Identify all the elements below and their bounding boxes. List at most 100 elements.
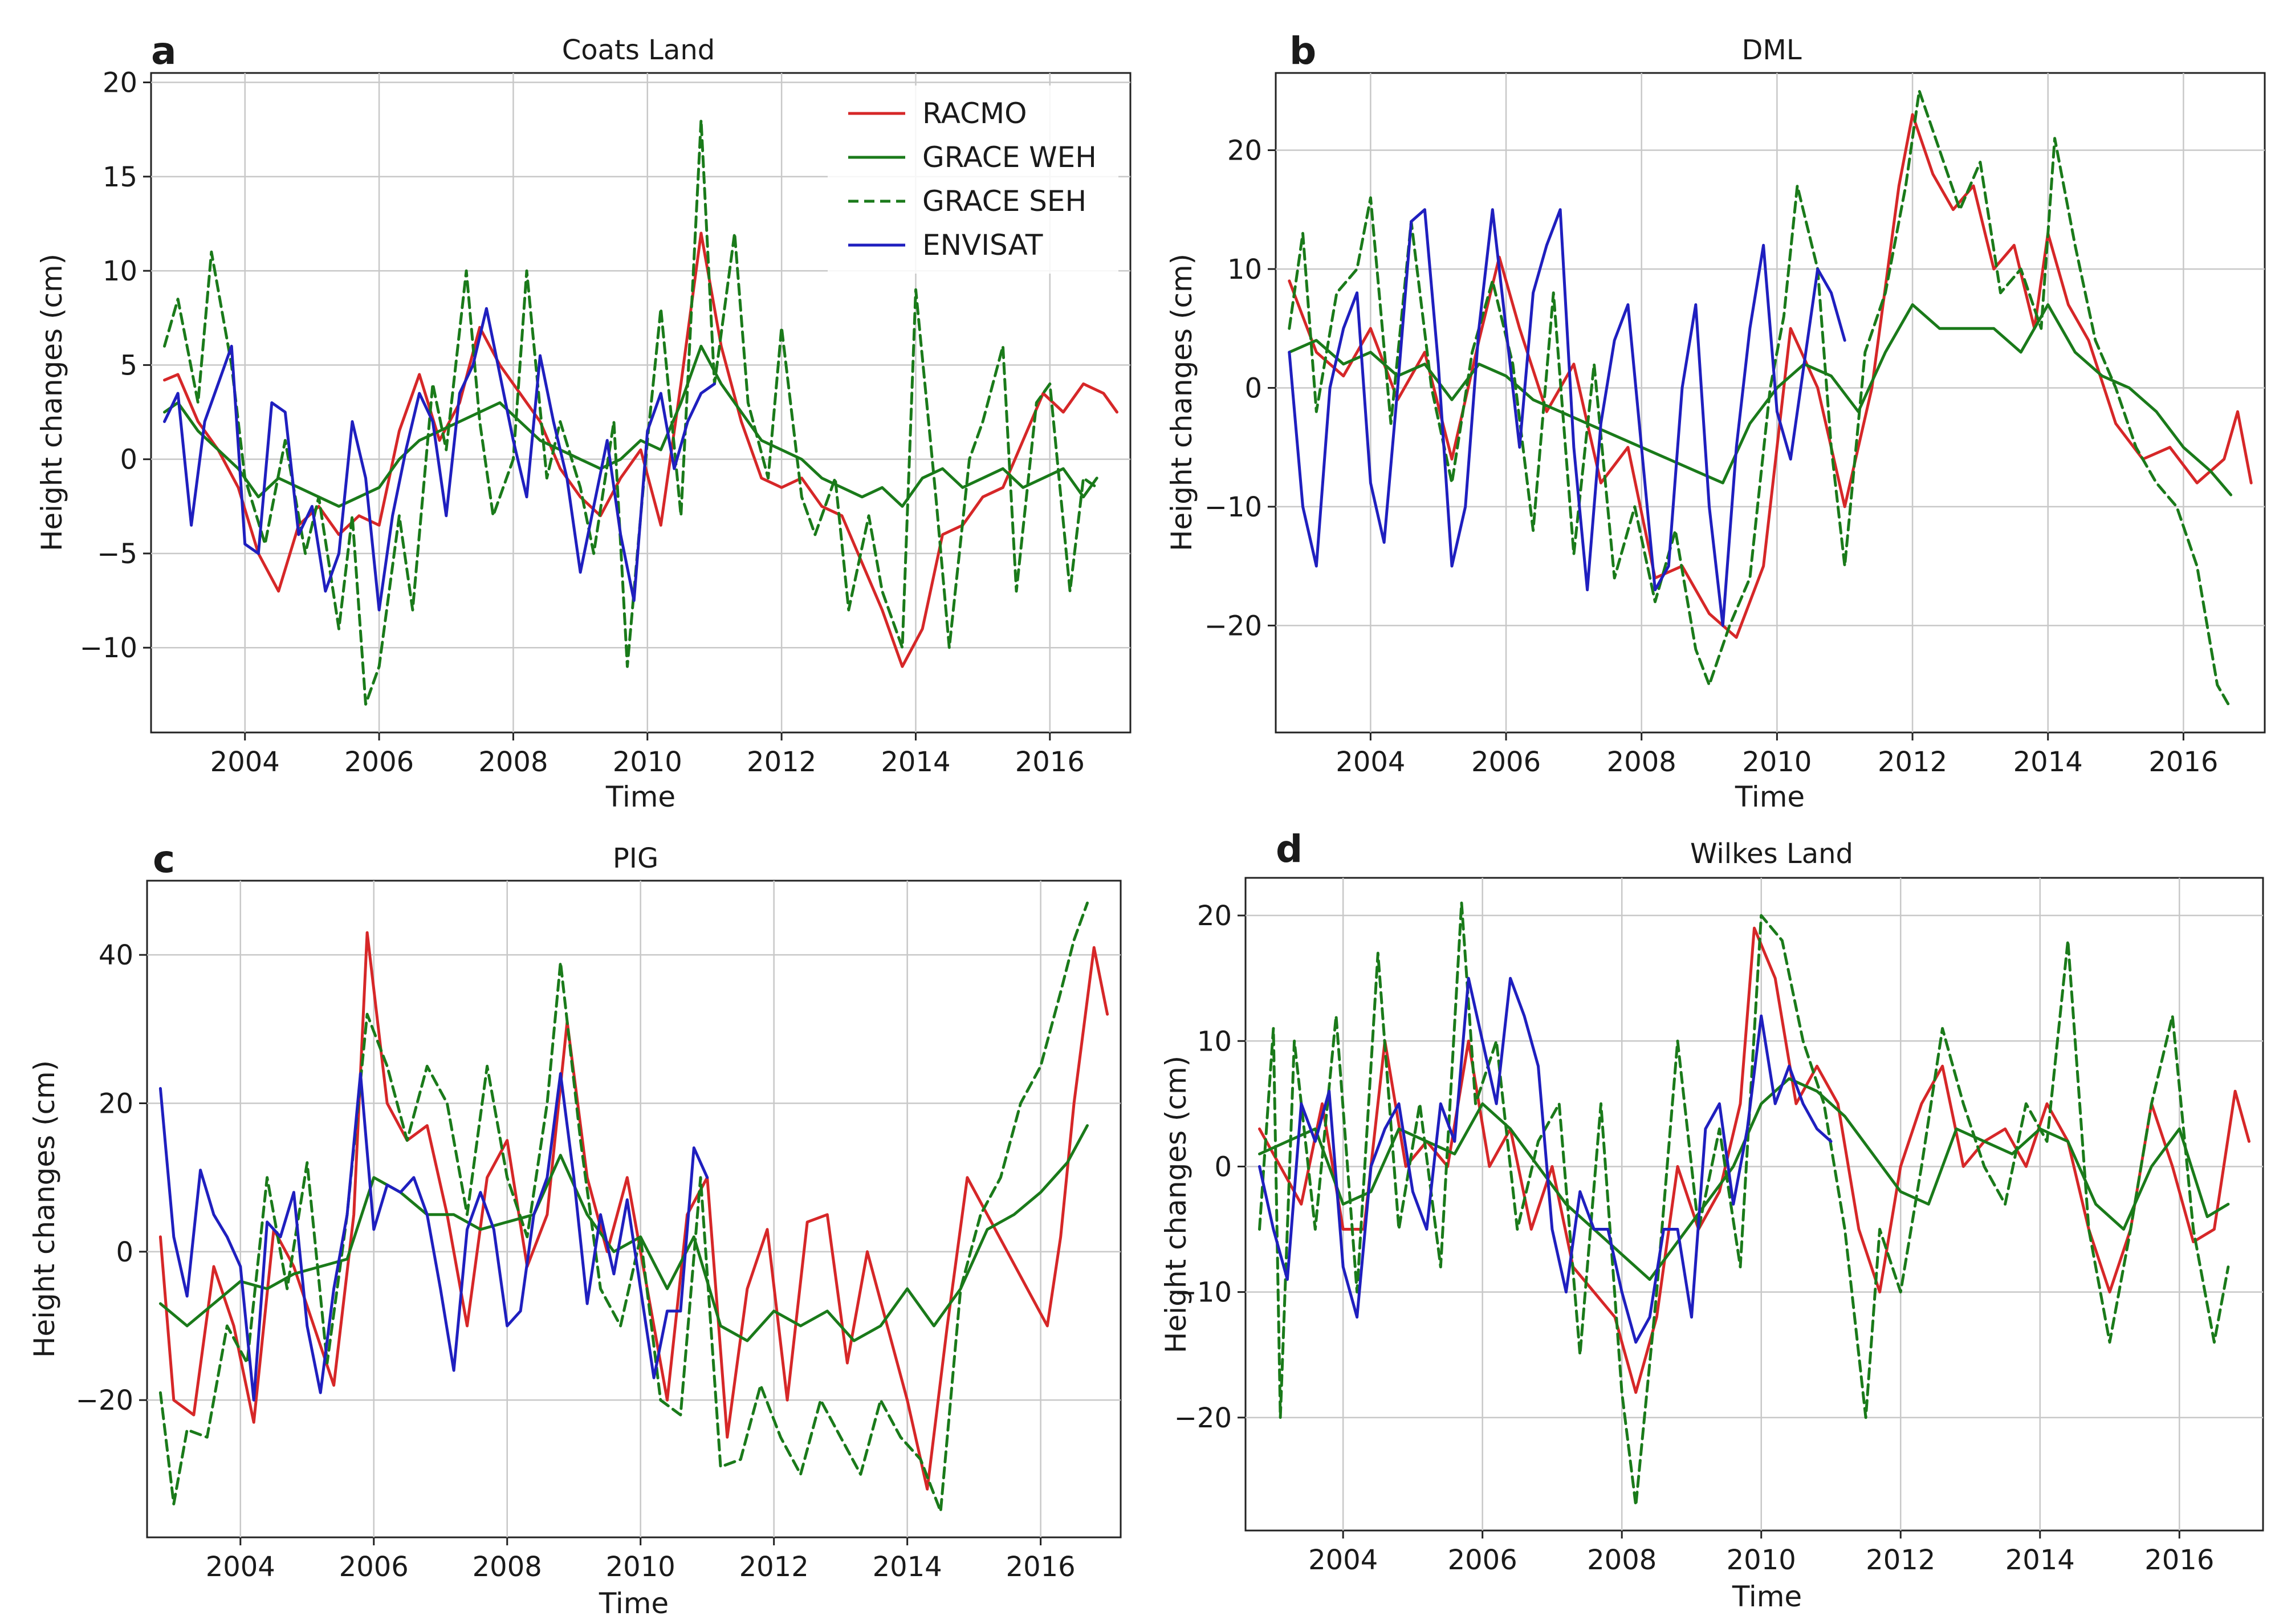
y-tick-label: 10 bbox=[1227, 254, 1262, 286]
series-grace-weh bbox=[1288, 303, 2233, 496]
y-tick-label: 20 bbox=[103, 67, 137, 99]
series-lines bbox=[1258, 901, 2250, 1507]
x-tick-label: 2010 bbox=[1727, 1544, 1796, 1576]
y-axis-label: Height changes (cm) bbox=[35, 254, 68, 551]
x-tick-label: 2014 bbox=[881, 746, 950, 778]
legend-label-envisat: ENVISAT bbox=[922, 229, 1043, 262]
x-tick-label: 2014 bbox=[2013, 746, 2083, 778]
legend-label-grace-weh: GRACE WEH bbox=[922, 141, 1097, 174]
panel-a-coats-land: a Coats Land Time Height changes (cm) 20… bbox=[35, 29, 1132, 813]
series-grace-seh bbox=[158, 901, 1089, 1513]
panel-letter-b: b bbox=[1289, 29, 1316, 73]
x-tick-label: 2010 bbox=[606, 1551, 675, 1583]
x-axis-label: Time bbox=[1735, 780, 1805, 813]
series-grace-seh bbox=[1258, 901, 2230, 1507]
y-axis-label: Height changes (cm) bbox=[1165, 254, 1198, 551]
plot-frame bbox=[146, 880, 1122, 1538]
x-tick-label: 2014 bbox=[2005, 1544, 2075, 1576]
y-tick-label: −10 bbox=[1174, 1277, 1232, 1309]
series-grace-weh bbox=[158, 1124, 1089, 1342]
panel-title: DML bbox=[1741, 34, 1801, 66]
series-lines bbox=[158, 901, 1109, 1513]
x-tick-label: 2008 bbox=[478, 746, 548, 778]
legend-label-racmo: RACMO bbox=[922, 97, 1027, 130]
panel-title: Wilkes Land bbox=[1690, 838, 1853, 870]
series-grace-weh bbox=[163, 344, 1098, 508]
ticks: 2004 2006 2008 2010 2012 2014 2016 −20 −10 0 10 20 bbox=[1174, 900, 2215, 1576]
ticks: 2004 2006 2008 2010 2012 2014 2016 −20 0 20 40 bbox=[76, 939, 1076, 1583]
plot-frame bbox=[1244, 877, 2264, 1532]
y-tick-label: 5 bbox=[120, 349, 137, 381]
y-tick-label: 0 bbox=[120, 444, 137, 476]
x-tick-label: 2006 bbox=[344, 746, 414, 778]
x-tick-label: 2006 bbox=[1471, 746, 1541, 778]
x-tick-label: 2016 bbox=[1015, 746, 1085, 778]
y-axis-label: Height changes (cm) bbox=[1159, 1056, 1193, 1353]
y-tick-label: −10 bbox=[1204, 491, 1262, 523]
y-tick-label: −20 bbox=[1174, 1402, 1232, 1434]
plot-frame bbox=[1275, 72, 2266, 734]
x-tick-label: 2004 bbox=[206, 1551, 275, 1583]
panel-title: PIG bbox=[613, 842, 658, 874]
x-tick-label: 2012 bbox=[747, 746, 816, 778]
x-tick-label: 2016 bbox=[2144, 1544, 2214, 1576]
x-tick-label: 2010 bbox=[1742, 746, 1812, 778]
y-tick-label: −10 bbox=[80, 632, 137, 664]
x-tick-label: 2004 bbox=[1336, 746, 1405, 778]
y-tick-label: 0 bbox=[116, 1236, 133, 1268]
series-racmo bbox=[1288, 113, 2253, 639]
y-tick-label: 20 bbox=[1227, 135, 1262, 167]
x-tick-label: 2008 bbox=[1607, 746, 1676, 778]
x-tick-label: 2012 bbox=[739, 1551, 809, 1583]
y-tick-label: −20 bbox=[1204, 610, 1262, 642]
x-tick-label: 2010 bbox=[613, 746, 682, 778]
y-tick-label: −5 bbox=[97, 538, 137, 570]
series-lines bbox=[1288, 89, 2253, 710]
legend-box bbox=[828, 86, 1118, 274]
legend-label-grace-seh: GRACE SEH bbox=[922, 185, 1086, 218]
plot-frame bbox=[150, 72, 1132, 734]
panel-letter-d: d bbox=[1276, 827, 1303, 871]
legend: RACMO GRACE WEH GRACE SEH ENVISAT bbox=[828, 86, 1118, 274]
series-envisat bbox=[163, 307, 716, 612]
x-axis-label: Time bbox=[1732, 1580, 1802, 1613]
y-axis-label: Height changes (cm) bbox=[28, 1060, 61, 1358]
x-tick-label: 2004 bbox=[1308, 1544, 1378, 1576]
x-tick-label: 2012 bbox=[1878, 746, 1947, 778]
x-axis-label: Time bbox=[605, 780, 675, 813]
series-lines bbox=[163, 119, 1118, 706]
x-tick-label: 2012 bbox=[1866, 1544, 1935, 1576]
y-tick-label: 0 bbox=[1244, 372, 1262, 404]
y-tick-label: −20 bbox=[76, 1385, 133, 1417]
series-envisat bbox=[1258, 976, 1833, 1344]
x-tick-label: 2008 bbox=[473, 1551, 542, 1583]
x-tick-label: 2016 bbox=[2148, 746, 2218, 778]
x-tick-label: 2006 bbox=[339, 1551, 409, 1583]
x-tick-label: 2008 bbox=[1587, 1544, 1657, 1576]
y-tick-label: 0 bbox=[1214, 1151, 1232, 1183]
y-tick-label: 10 bbox=[1197, 1025, 1232, 1057]
panel-c-pig: c PIG Time Height changes (cm) 2004 2006 2… bbox=[28, 837, 1122, 1620]
ticks: 2004 2006 2008 2010 2012 2014 2016 −10 −5 0 5 10 15 2… bbox=[80, 67, 1085, 778]
panel-d-wilkes-land: d Wilkes Land Time Height changes (cm) 2… bbox=[1159, 827, 2264, 1613]
y-tick-label: 20 bbox=[1197, 900, 1232, 932]
panel-letter-a: a bbox=[151, 29, 177, 73]
series-grace-seh bbox=[1288, 89, 2233, 710]
series-grace-seh bbox=[163, 119, 1098, 706]
y-tick-label: 10 bbox=[103, 255, 137, 287]
x-tick-label: 2006 bbox=[1448, 1544, 1517, 1576]
panel-letter-c: c bbox=[153, 837, 175, 881]
ticks: 2004 2006 2008 2010 2012 2014 2016 −20 −10 0 10 20 bbox=[1204, 135, 2219, 778]
x-tick-label: 2014 bbox=[873, 1551, 942, 1583]
panel-b-dml: b DML Time Height changes (cm) 2004 2006 2… bbox=[1165, 29, 2266, 813]
series-envisat bbox=[158, 1072, 709, 1402]
x-tick-label: 2004 bbox=[210, 746, 280, 778]
y-tick-label: 15 bbox=[103, 161, 137, 193]
series-racmo bbox=[158, 931, 1109, 1491]
x-tick-label: 2016 bbox=[1006, 1551, 1076, 1583]
y-tick-label: 40 bbox=[99, 939, 133, 971]
panel-title: Coats Land bbox=[562, 34, 715, 66]
x-axis-label: Time bbox=[599, 1587, 669, 1620]
y-tick-label: 20 bbox=[99, 1088, 133, 1120]
